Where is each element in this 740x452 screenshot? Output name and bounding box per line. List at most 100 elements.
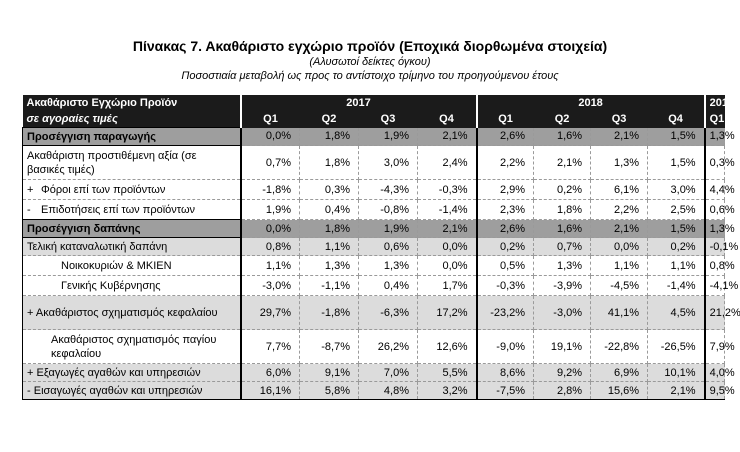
table-cell: 2,5% xyxy=(647,199,706,220)
table-cell: 1,8% xyxy=(533,199,592,220)
table-row: Ακαθάριστη προστιθέμενη αξία (σε βασικές… xyxy=(22,145,735,180)
year-2019: 2019 xyxy=(703,95,734,111)
table-cell: 2,1% xyxy=(417,127,478,146)
row-label: Νοικοκυριών & ΜΚΙΕΝ xyxy=(22,255,241,276)
table-cell: 0,6% xyxy=(703,199,735,220)
table-cell: 19,1% xyxy=(533,329,592,364)
table-cell: 2,1% xyxy=(590,219,649,238)
row-label-text: Ακαθάριστος σχηματισμός κεφαλαίου xyxy=(35,306,218,319)
table-cell: 9,2% xyxy=(533,363,592,382)
table-cell: 1,8% xyxy=(299,145,359,180)
table-cell: 2,1% xyxy=(533,145,592,180)
table-cell: 7,9% xyxy=(703,329,735,364)
table-cell: -7,5% xyxy=(475,381,535,400)
table-cell: 15,6% xyxy=(590,381,649,400)
table-cell: 16,1% xyxy=(239,381,300,400)
table-cell: -26,5% xyxy=(647,329,706,364)
table-cell: 0,4% xyxy=(358,275,418,296)
table-cell: -3,9% xyxy=(533,275,592,296)
table-cell: 4,5% xyxy=(647,295,706,330)
table-cell: 1,1% xyxy=(647,255,706,276)
table-row: + Ακαθάριστος σχηματισμός κεφαλαίου 29,7… xyxy=(22,295,740,330)
row-label: Τελική καταναλωτική δαπάνη xyxy=(22,237,241,256)
table-cell: 0,0% xyxy=(417,255,478,276)
row-prefix: - xyxy=(27,384,31,397)
table-cell: 2,8% xyxy=(533,381,592,400)
table-cell: 2,1% xyxy=(647,381,706,400)
table-cell: -3,0% xyxy=(239,275,300,296)
row-label: + Ακαθάριστος σχηματισμός κεφαλαίου xyxy=(22,295,241,330)
table-cell: 1,3% xyxy=(590,145,649,180)
quarter-header: Q1 xyxy=(703,111,725,128)
table-cell: -1,8% xyxy=(299,295,359,330)
table-cell: 0,3% xyxy=(299,179,359,200)
table-cell: 2,4% xyxy=(417,145,478,180)
table-cell: -6,3% xyxy=(358,295,418,330)
quarter-header: Q2 xyxy=(299,111,359,128)
quarter-header: Q3 xyxy=(358,111,418,128)
table-cell: 0,3% xyxy=(703,145,735,180)
table-cell: 17,2% xyxy=(417,295,478,330)
table-cell: 1,1% xyxy=(299,237,359,256)
table-cell: 1,1% xyxy=(239,255,300,276)
row-label: Γενικής Κυβέρνησης xyxy=(22,275,241,296)
quarter-header: Q1 xyxy=(239,111,300,128)
table-cell: 0,6% xyxy=(358,237,418,256)
table-cell: 7,0% xyxy=(358,363,418,382)
table-cell: 41,1% xyxy=(590,295,649,330)
row-prefix: - xyxy=(27,203,31,216)
quarter-header: Q4 xyxy=(417,111,477,128)
table-cell: -4,1% xyxy=(703,275,738,296)
table-cell: -4,5% xyxy=(590,275,649,296)
table-cell: 8,6% xyxy=(475,363,535,382)
table-cell: 0,0% xyxy=(417,237,478,256)
table-cell: 5,5% xyxy=(417,363,478,382)
table-cell: 1,3% xyxy=(299,255,359,276)
table-row: Νοικοκυριών & ΜΚΙΕΝ 1,1% 1,3% 1,3% 0,0% … xyxy=(22,255,735,276)
table-cell: 0,2% xyxy=(533,179,592,200)
row-label: Προσέγγιση δαπάνης xyxy=(22,219,241,238)
table-row: + Φόροι επί των προϊόντων -1,8% 0,3% -4,3… xyxy=(22,179,735,200)
table-cell: 9,1% xyxy=(299,363,359,382)
row-prefix: + xyxy=(27,366,34,379)
table-cell: -23,2% xyxy=(475,295,535,330)
table-row: Ακαθάριστος σχηματισμός παγίου κεφαλαίου… xyxy=(22,329,735,364)
table-cell: 1,5% xyxy=(647,127,706,146)
table-cell: 0,0% xyxy=(590,237,649,256)
table-cell: 1,8% xyxy=(299,127,359,146)
table-cell: 1,5% xyxy=(647,145,706,180)
table-cell: 1,1% xyxy=(590,255,649,276)
quarter-header: Q4 xyxy=(647,111,705,128)
table-cell: 9,5% xyxy=(703,381,735,400)
table-cell: 1,8% xyxy=(299,219,359,238)
table-cell: 0,2% xyxy=(475,237,535,256)
header-row-years: Ακαθάριστο Εγχώριο Προϊόν 2017 2018 2019 xyxy=(22,95,734,111)
row-label-text: Εξαγωγές αγαθών και υπηρεσιών xyxy=(36,366,201,379)
table-cell: 1,9% xyxy=(358,219,418,238)
table-cell: 0,8% xyxy=(703,255,735,276)
table-cell: 1,5% xyxy=(647,219,706,238)
table-cell: 1,3% xyxy=(358,255,418,276)
table-cell: 3,0% xyxy=(647,179,706,200)
year-2017: 2017 xyxy=(239,95,477,111)
table-cell: 1,7% xyxy=(417,275,478,296)
table-row: - Επιδοτήσεις επί των προϊόντων 1,9% 0,4%… xyxy=(22,199,735,220)
header-row-quarters: σε αγοραίες τιμές Q1 Q2 Q3 Q4 Q1 Q2 Q3 Q… xyxy=(22,111,725,128)
table-cell: 0,4% xyxy=(299,199,359,220)
table-cell: 5,8% xyxy=(299,381,359,400)
table-cell: -1,4% xyxy=(417,199,478,220)
table-cell: 6,9% xyxy=(590,363,649,382)
table-cell: 4,4% xyxy=(703,179,735,200)
table-cell: -1,4% xyxy=(647,275,706,296)
table-cell: 4,8% xyxy=(358,381,418,400)
table-cell: 3,2% xyxy=(417,381,478,400)
table-cell: 1,6% xyxy=(533,127,592,146)
row-label: - Εισαγωγές αγαθών και υπηρεσιών xyxy=(22,381,241,400)
table-row: + Εξαγωγές αγαθών και υπηρεσιών 6,0% 9,1… xyxy=(22,363,735,382)
quarter-header: Q2 xyxy=(533,111,591,128)
row-label-text: Επιδοτήσεις επί των προϊόντων xyxy=(41,203,196,216)
row-prefix: + xyxy=(27,306,34,319)
table-cell: 1,3% xyxy=(533,255,592,276)
table-cell: 0,8% xyxy=(239,237,300,256)
table-cell: 12,6% xyxy=(417,329,478,364)
